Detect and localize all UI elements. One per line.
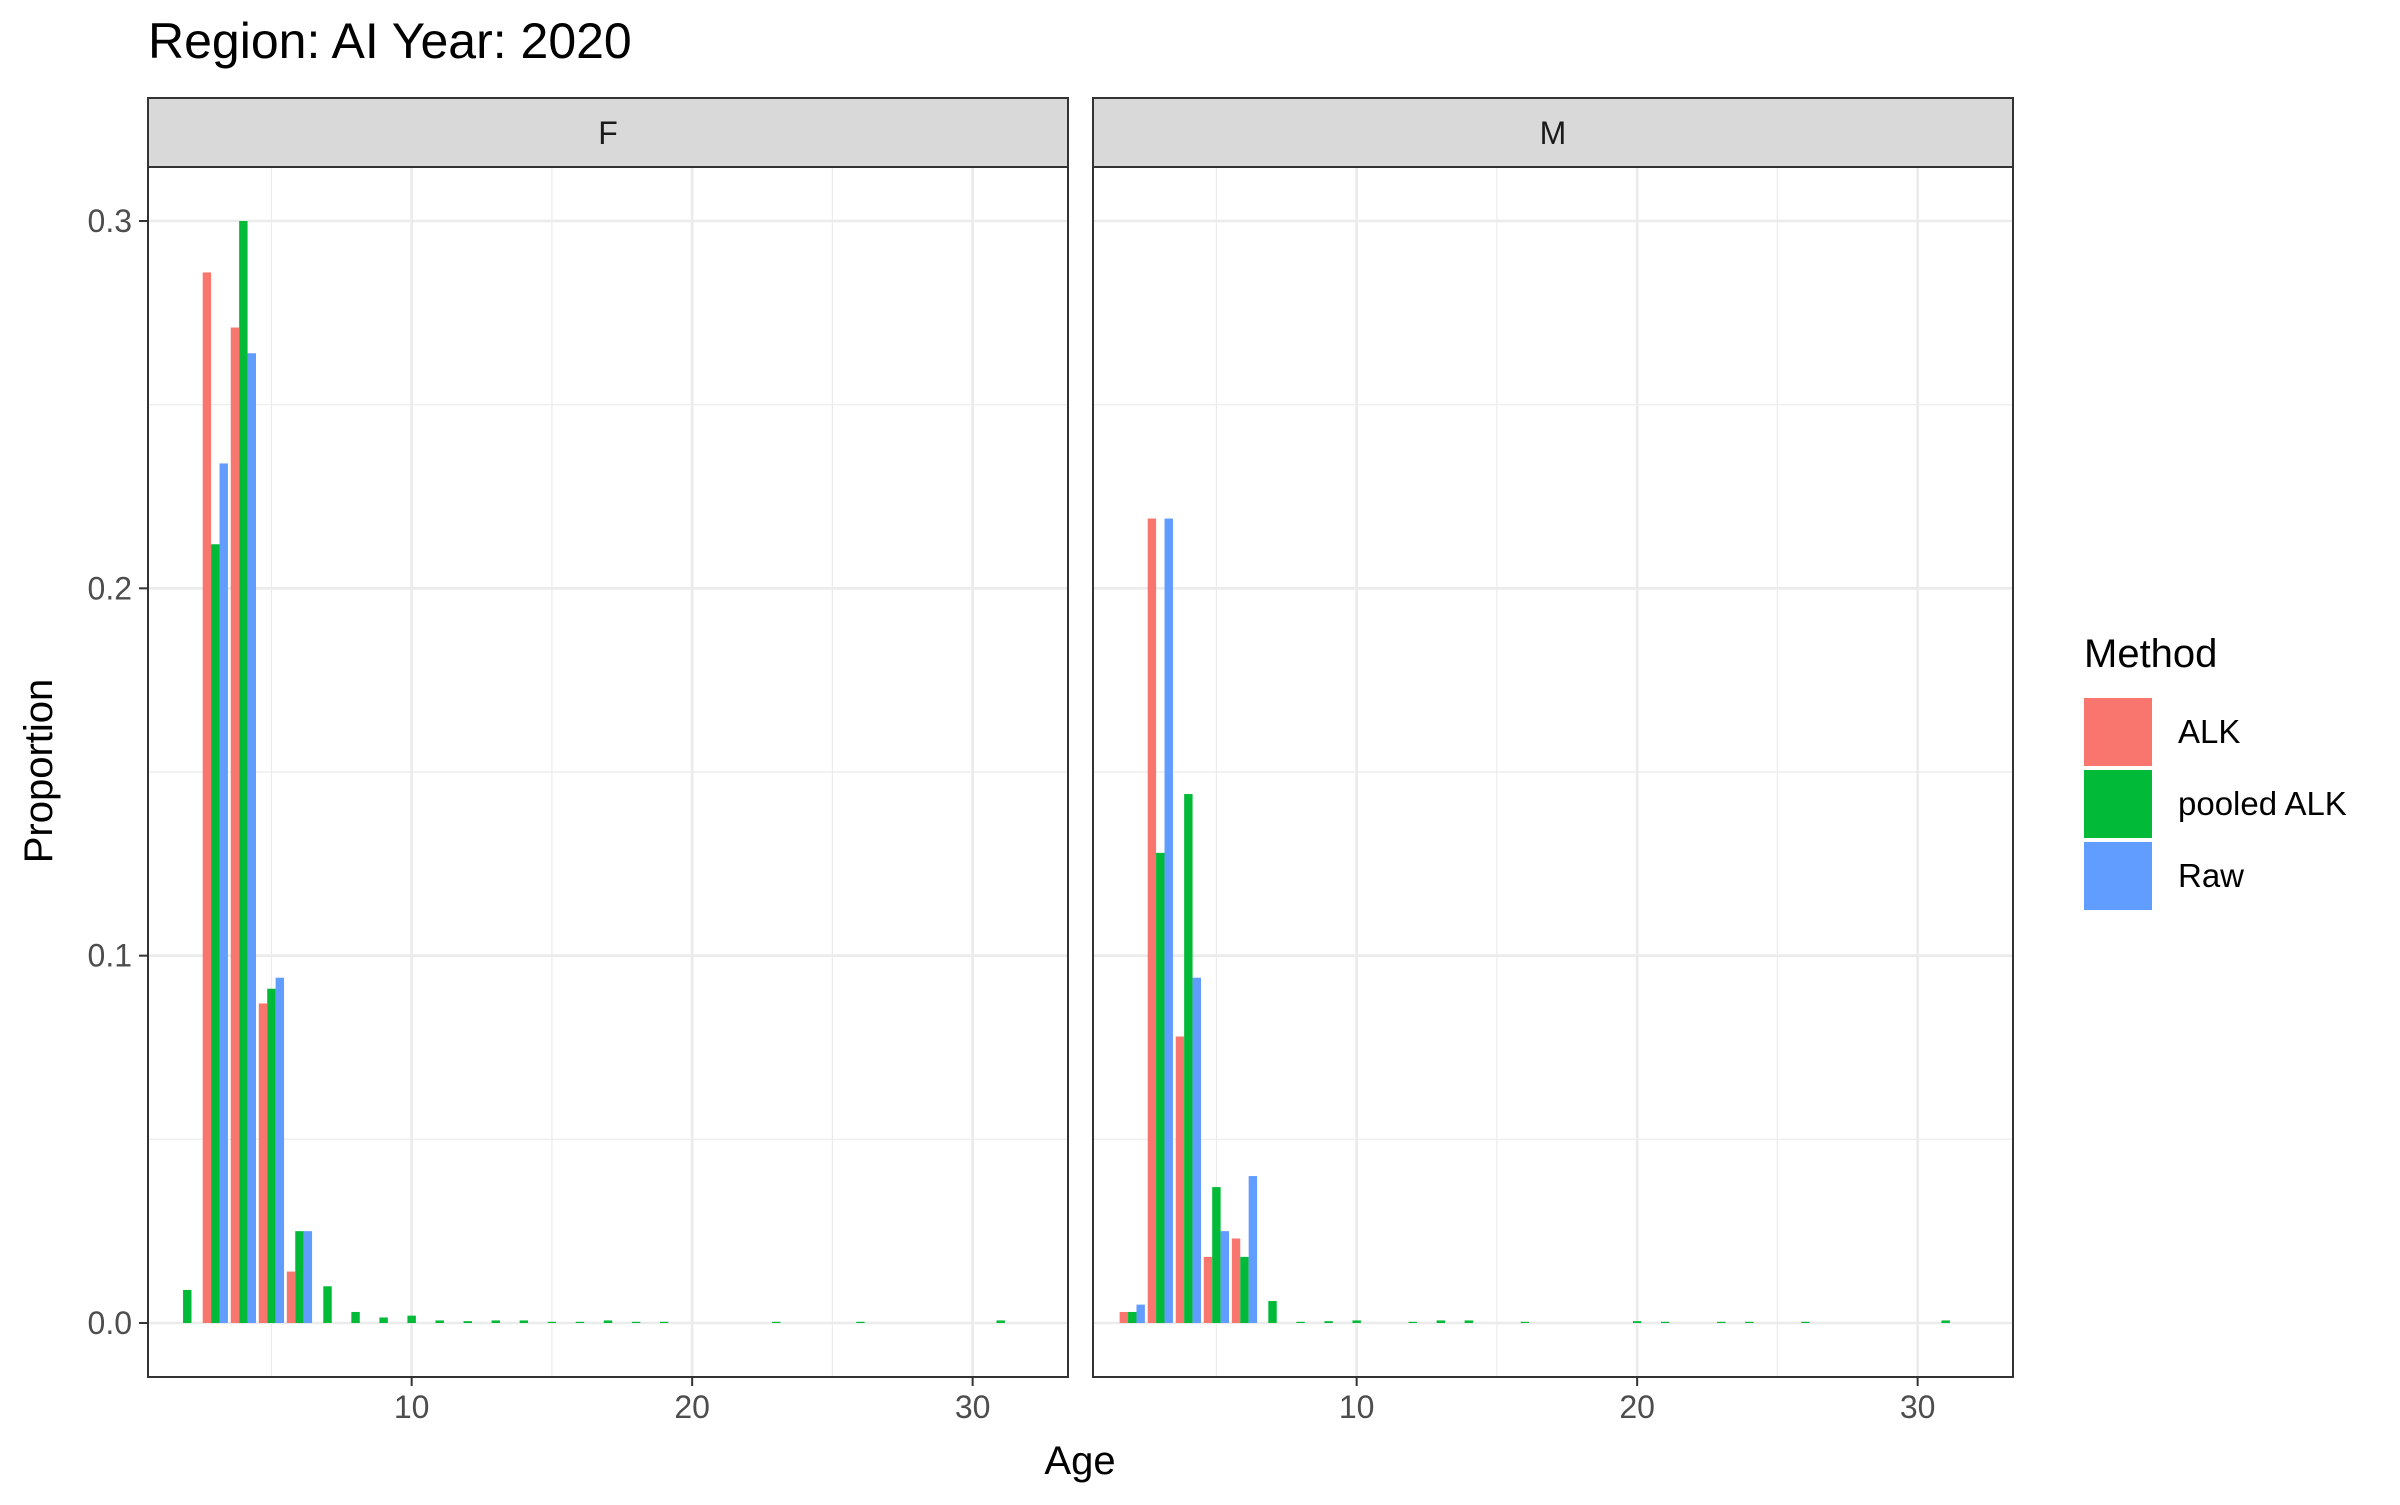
legend-key xyxy=(2084,842,2152,910)
bar xyxy=(1220,1231,1230,1323)
bar xyxy=(286,1271,296,1323)
bar xyxy=(1128,1311,1137,1323)
bar xyxy=(631,1321,641,1323)
bar xyxy=(1801,1321,1810,1323)
bar xyxy=(1136,1304,1145,1323)
bar xyxy=(239,221,248,1323)
y-tick-label: 0.3 xyxy=(88,203,132,239)
bar xyxy=(1119,1311,1129,1323)
bar xyxy=(303,1231,313,1323)
bar xyxy=(1248,1176,1258,1323)
bar xyxy=(219,463,228,1323)
x-axis-label: Age xyxy=(1044,1439,1115,1483)
bar xyxy=(1268,1300,1277,1323)
bar xyxy=(1147,518,1157,1323)
facet-strip xyxy=(1092,97,2014,168)
bar xyxy=(1212,1187,1221,1323)
legend-label: pooled ALK xyxy=(2178,785,2347,822)
bar xyxy=(407,1315,416,1323)
bar xyxy=(603,1320,613,1323)
legend-label: ALK xyxy=(2178,713,2240,750)
legend: Method ALK pooled ALK Raw xyxy=(2084,632,2347,910)
bar xyxy=(1941,1320,1950,1323)
bar xyxy=(1660,1321,1670,1323)
facet-strip xyxy=(147,97,1069,168)
bar xyxy=(491,1320,501,1323)
bar xyxy=(435,1320,444,1323)
bar xyxy=(772,1321,781,1323)
bar xyxy=(379,1317,388,1323)
y-tick-label: 0.2 xyxy=(88,570,132,606)
bar xyxy=(1175,1036,1185,1323)
y-tick-label: 0.1 xyxy=(88,938,132,974)
x-tick-label: 20 xyxy=(674,1389,710,1425)
y-axis-label: Proportion xyxy=(17,679,61,864)
bar xyxy=(230,327,240,1323)
facet-strip-label: F xyxy=(598,115,618,151)
x-tick-label: 30 xyxy=(955,1389,991,1425)
bar xyxy=(1164,518,1173,1323)
bar xyxy=(1296,1321,1305,1323)
bar xyxy=(1717,1321,1726,1323)
legend-key xyxy=(2084,770,2152,838)
facet-panel-f: F 10 20 30 xyxy=(147,97,1069,1425)
bar xyxy=(575,1321,585,1323)
bar xyxy=(1324,1321,1333,1323)
bar xyxy=(463,1321,472,1323)
bar xyxy=(258,1003,268,1323)
facet-panel-m: M 10 20 30 xyxy=(1092,97,2014,1425)
bar xyxy=(211,544,220,1323)
bar xyxy=(547,1321,557,1323)
y-axis: 0.0 0.1 0.2 0.3 xyxy=(88,203,148,1341)
bar xyxy=(1745,1321,1754,1323)
legend-title: Method xyxy=(2084,632,2217,676)
bar xyxy=(1464,1320,1474,1323)
bar xyxy=(1240,1256,1249,1323)
bar xyxy=(659,1321,669,1323)
x-tick-label: 10 xyxy=(394,1389,430,1425)
bar xyxy=(996,1320,1005,1323)
bar xyxy=(323,1286,332,1323)
bar xyxy=(1156,852,1165,1323)
bar xyxy=(202,272,212,1324)
bar xyxy=(1184,794,1193,1323)
bar xyxy=(295,1231,304,1323)
bar xyxy=(1203,1256,1213,1323)
bar xyxy=(247,353,256,1323)
facet-panels: F 10 20 30 M 10 20 30 xyxy=(147,97,2014,1425)
bar xyxy=(856,1321,865,1323)
y-tick-label: 0.0 xyxy=(88,1305,132,1341)
x-tick-label: 20 xyxy=(1619,1389,1655,1425)
legend-key xyxy=(2084,698,2152,766)
legend-label: Raw xyxy=(2178,857,2244,894)
bar xyxy=(1352,1320,1361,1323)
bar xyxy=(267,988,276,1323)
bar xyxy=(351,1311,360,1323)
bar xyxy=(275,977,285,1323)
bar xyxy=(1408,1321,1417,1323)
bar xyxy=(1632,1321,1642,1323)
bar xyxy=(1436,1320,1446,1323)
bar xyxy=(1231,1238,1241,1323)
bar xyxy=(1520,1321,1530,1323)
bar xyxy=(1192,977,1201,1323)
x-tick-label: 30 xyxy=(1900,1389,1936,1425)
bar xyxy=(183,1289,192,1323)
bar xyxy=(519,1320,529,1323)
chart-title: Region: AI Year: 2020 xyxy=(148,13,632,69)
facet-strip-label: M xyxy=(1540,115,1567,151)
x-tick-label: 10 xyxy=(1339,1389,1375,1425)
